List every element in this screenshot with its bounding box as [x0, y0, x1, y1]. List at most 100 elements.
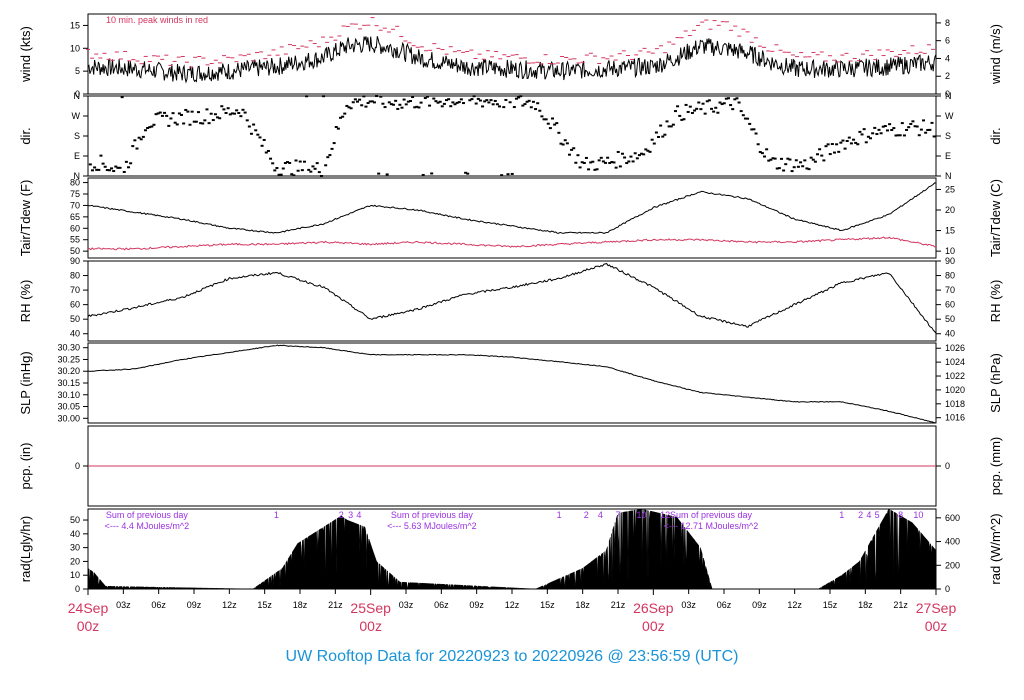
ylabel-left: pcp. (in) [18, 443, 33, 490]
x-hour-label: 18z [858, 600, 873, 610]
rad-hour-marker: 2 [858, 510, 863, 520]
rad-hour-marker: 1 [274, 510, 279, 520]
temp-y-right-tick-label: 15 [945, 226, 955, 236]
rad-hour-marker: 2 [584, 510, 589, 520]
ylabel-left: wind (kts) [18, 26, 33, 83]
wind-annotation: 10 min. peak winds in red [106, 15, 208, 25]
rh-y-tick-label: 70 [70, 285, 80, 295]
slp-y-tick-label: 30.10 [57, 390, 80, 400]
ylabel-left: rad(Lgly/hr) [18, 516, 33, 582]
dir-y-tick-label-right: S [945, 131, 951, 141]
rad-y-tick-label: 40 [70, 529, 80, 539]
rad-y-tick-label: 20 [70, 556, 80, 566]
rad-hour-marker: 7 [615, 510, 620, 520]
x-hour-label: 12z [505, 600, 520, 610]
temp-y-tick-label: 70 [70, 200, 80, 210]
ylabel-left: SLP (inHg) [18, 351, 33, 414]
tdew-line [87, 236, 937, 251]
rad-hour-marker: 5 [875, 510, 880, 520]
slp-line [87, 344, 937, 424]
rad-y-right-tick-label: 200 [945, 560, 960, 570]
x-hour-label: 18z [575, 600, 590, 610]
rad-hour-marker: 3 [348, 510, 353, 520]
rad-y-tick-label: 30 [70, 543, 80, 553]
x-date-label: 25Sep [350, 600, 391, 616]
rh-y-tick-label: 90 [70, 256, 80, 266]
rh-y-right-tick-label: 60 [945, 300, 955, 310]
x-hour-label: 21z [893, 600, 908, 610]
rad-y-tick-label: 50 [70, 515, 80, 525]
dir-y-tick-label: W [72, 111, 81, 121]
x-date-hour: 00z [77, 618, 100, 634]
rad-y-right-tick-label: 600 [945, 513, 960, 523]
rad-sum-label: Sum of previous day [106, 510, 189, 520]
pcp-y-tick-label-right: 0 [945, 461, 950, 471]
ylabel-right: Tair/Tdew (C) [988, 179, 1003, 257]
ylabel-right: pcp. (mm) [988, 437, 1003, 496]
x-date-label: 27Sep [916, 600, 957, 616]
rh-y-right-tick-label: 40 [945, 329, 955, 339]
rh-y-right-tick-label: 50 [945, 314, 955, 324]
rad-hour-marker: 10 [637, 510, 647, 520]
rad-y-right-tick-label: 400 [945, 537, 960, 547]
panel-frame-temp [87, 177, 937, 259]
wind-y-tick-label: 10 [70, 43, 80, 53]
rad-sum-value: <--- 4.4 MJoules/m^2 [105, 521, 190, 531]
rad-sum-value: <--- 5.63 MJoules/m^2 [387, 521, 477, 531]
x-hour-label: 09z [752, 600, 767, 610]
x-hour-label: 18z [293, 600, 308, 610]
rh-y-tick-label: 40 [70, 329, 80, 339]
dir-y-tick-label: N [74, 91, 81, 101]
temp-y-tick-label: 50 [70, 246, 80, 256]
temp-y-tick-label: 65 [70, 212, 80, 222]
rh-line [87, 263, 937, 334]
ylabel-left: Tair/Tdew (F) [18, 180, 33, 257]
rad-sum-value: <--- 12.71 MJoules/m^2 [664, 521, 759, 531]
slp-y-right-tick-label: 1024 [945, 357, 965, 367]
ylabel-right: SLP (hPa) [988, 353, 1003, 413]
x-hour-label: 03z [399, 600, 414, 610]
wind-y-tick-label: 5 [75, 66, 80, 76]
wind-y-right-tick-label: 6 [945, 36, 950, 46]
x-hour-label: 09z [469, 600, 484, 610]
dir-y-tick-label-right: E [945, 151, 951, 161]
slp-y-right-tick-label: 1020 [945, 385, 965, 395]
rad-y-tick-label: 10 [70, 570, 80, 580]
x-hour-label: 15z [257, 600, 272, 610]
slp-y-tick-label: 30.00 [57, 413, 80, 423]
slp-y-right-tick-label: 1016 [945, 413, 965, 423]
rh-y-right-tick-label: 90 [945, 256, 955, 266]
dir-y-tick-label-right: W [945, 111, 954, 121]
rad-hour-marker: 1 [839, 510, 844, 520]
rad-area [87, 508, 937, 590]
rh-y-tick-label: 80 [70, 271, 80, 281]
rad-hour-marker: 12 [660, 510, 670, 520]
rad-sum-label: Sum of previous day [670, 510, 753, 520]
slp-y-tick-label: 30.25 [57, 354, 80, 364]
dir-y-tick-label-right: N [945, 91, 952, 101]
x-date-label: 24Sep [68, 600, 109, 616]
x-hour-label: 09z [187, 600, 202, 610]
x-date-hour: 00z [359, 618, 382, 634]
slp-y-tick-label: 30.20 [57, 366, 80, 376]
ylabel-right: wind (m/s) [988, 24, 1003, 85]
temp-y-right-tick-label: 10 [945, 246, 955, 256]
rad-hour-marker: 10 [913, 510, 923, 520]
slp-y-tick-label: 30.30 [57, 343, 80, 353]
wind-y-tick-label: 15 [70, 20, 80, 30]
rh-y-tick-label: 50 [70, 314, 80, 324]
panel-frame-rh [87, 260, 937, 342]
x-hour-label: 12z [787, 600, 802, 610]
rad-hour-marker: 4 [598, 510, 603, 520]
wind-speed-line [87, 36, 937, 84]
tair-line [88, 182, 937, 234]
x-hour-label: 21z [328, 600, 343, 610]
x-hour-label: 06z [434, 600, 449, 610]
wind-y-right-tick-label: 8 [945, 18, 950, 28]
temp-y-right-tick-label: 20 [945, 205, 955, 215]
rad-y-tick-label: 0 [75, 584, 80, 594]
ylabel-right: rad (W/m^2) [988, 513, 1003, 584]
rad-hour-marker: 8 [898, 510, 903, 520]
